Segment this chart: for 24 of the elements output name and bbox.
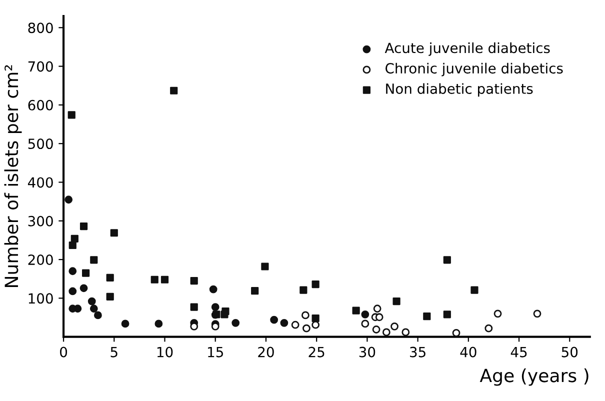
y-tick-label: 800 [28,22,53,34]
y-tick-label: 200 [28,254,53,266]
x-tick-label: 10 [157,346,173,358]
x-tick-label: 0 [60,346,68,358]
legend-label: Non diabetic patients [386,83,533,97]
y-tick-label: 300 [28,216,53,226]
legend-label: Chronic juvenile diabetics [386,62,563,76]
x-tick-label: 30 [359,346,376,358]
x-tick-label: 25 [308,346,324,358]
y-tick-label: 100 [28,293,53,304]
y-tick-label: 600 [28,100,53,110]
x-tick-label: 50 [562,346,578,358]
x-tick-label: 15 [208,346,223,358]
x-tick-label: 40 [460,346,476,358]
y-axis-title: Number of islets per cm² [4,65,22,288]
x-tick-label: 45 [510,346,527,358]
y-tick-label: 500 [28,138,53,150]
y-tick-label: 700 [28,61,53,72]
y-tick-label: 400 [28,177,53,188]
x-axis-title: Age (years ) [480,368,588,386]
legend-label: Acute juvenile diabetics [384,42,550,56]
x-tick-label: 5 [110,346,118,358]
x-tick-label: 35 [410,346,426,358]
x-tick-label: 20 [258,346,274,358]
